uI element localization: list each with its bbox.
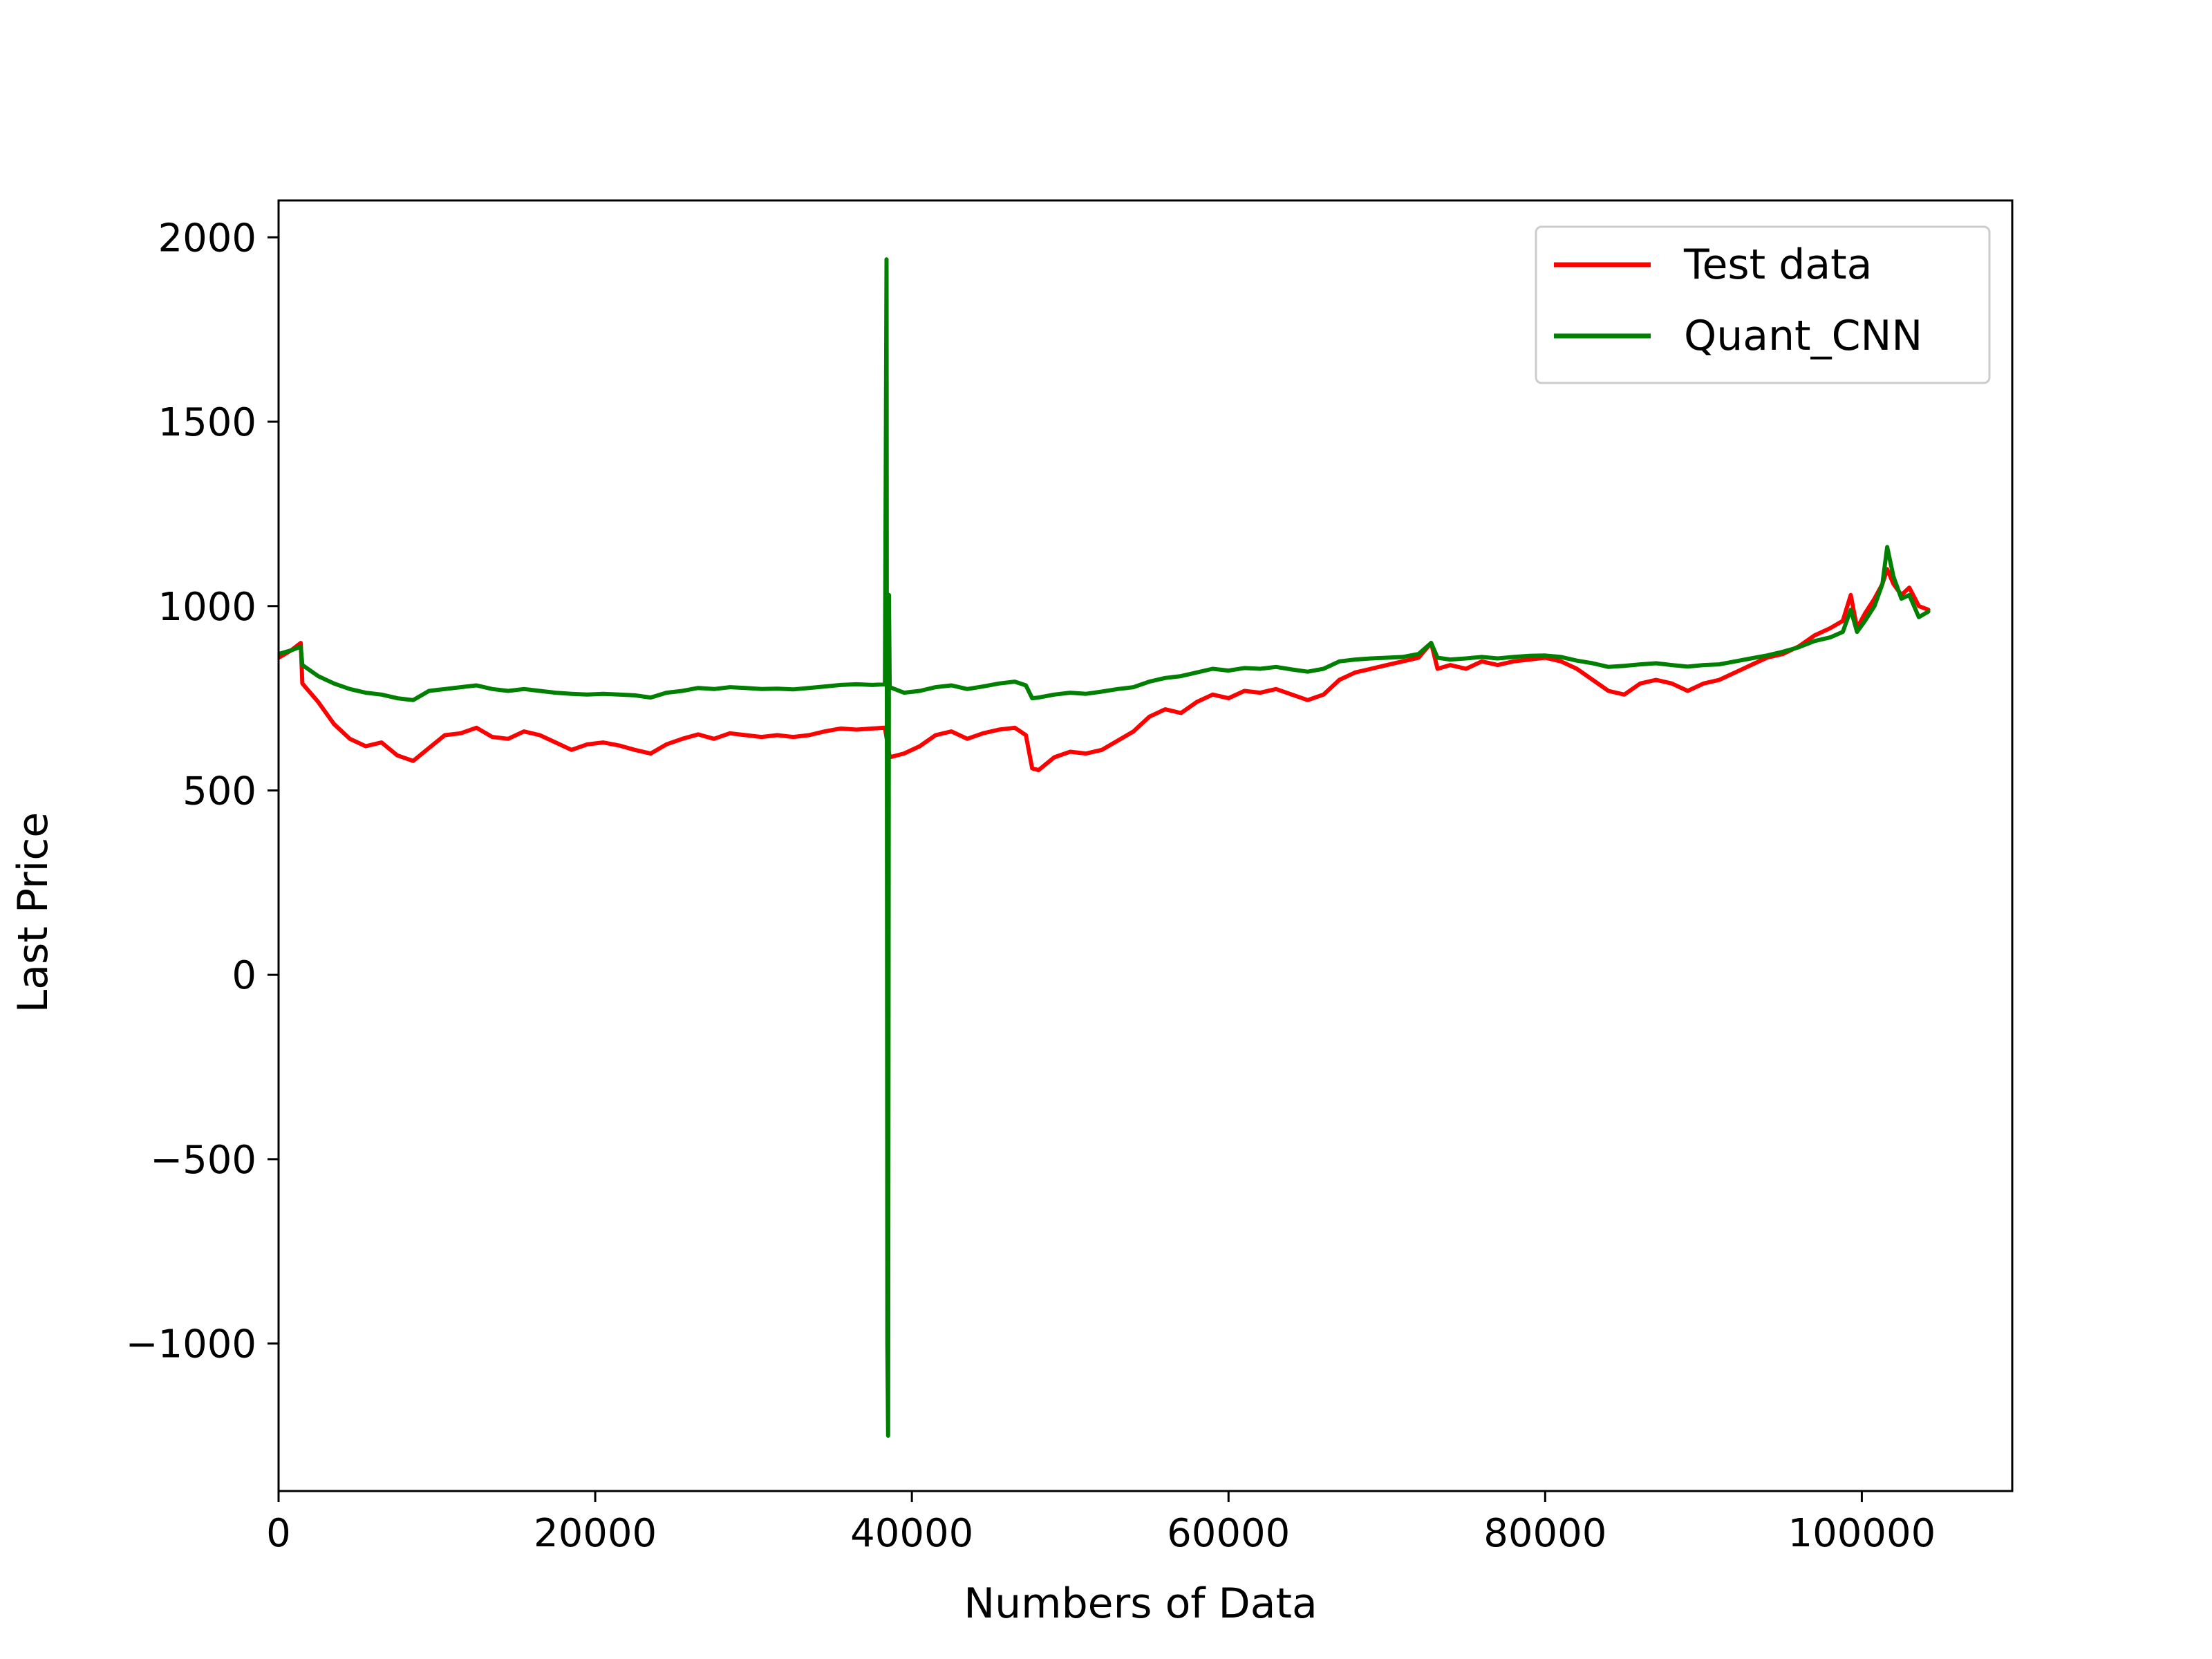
legend: Test data Quant_CNN [1535, 225, 1991, 384]
legend-label-quant-cnn: Quant_CNN [1684, 312, 1922, 360]
x-tick-label: 60000 [1167, 1511, 1290, 1556]
y-tick-label: −1000 [126, 1322, 256, 1367]
y-tick-label: 1000 [158, 585, 256, 630]
y-tick-label: 500 [182, 769, 256, 814]
y-axis-label: Last Price [9, 812, 57, 1013]
plot-area [277, 199, 2014, 1492]
x-tick-label: 20000 [534, 1511, 657, 1556]
legend-label-test-data: Test data [1683, 241, 1872, 289]
x-axis: 0 20000 40000 60000 80000 100000 [266, 1491, 1936, 1556]
series-line-test-data [279, 567, 1931, 773]
x-tick-label: 100000 [1788, 1511, 1936, 1556]
y-axis: −1000 −500 0 500 1000 1500 2000 [126, 216, 279, 1367]
y-tick-label: 1500 [158, 400, 256, 445]
series-line-quant-cnn [279, 257, 1931, 1438]
x-tick-label: 40000 [850, 1511, 973, 1556]
y-tick-label: 2000 [158, 216, 256, 261]
x-tick-label: 80000 [1483, 1511, 1606, 1556]
y-tick-label: 0 [232, 953, 256, 998]
x-tick-label: 0 [266, 1511, 291, 1556]
y-tick-label: −500 [150, 1138, 256, 1183]
x-axis-label: Numbers of Data [964, 1580, 1318, 1628]
plot-frame [277, 199, 2014, 1492]
